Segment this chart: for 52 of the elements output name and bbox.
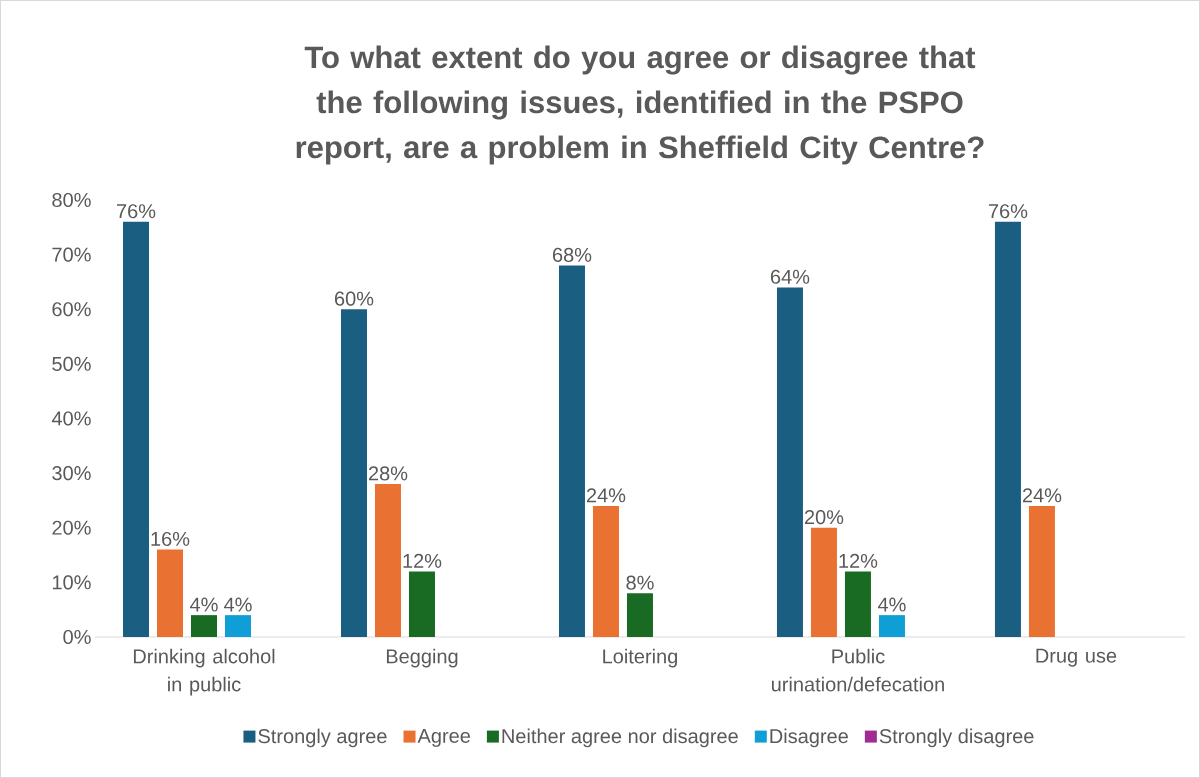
y-tick-label: 30% — [52, 466, 91, 481]
x-tick-label: Loitering — [603, 648, 678, 668]
bar — [191, 615, 217, 637]
bar — [1028, 505, 1055, 637]
data-label: 24% — [586, 488, 626, 503]
data-label: 20% — [804, 510, 844, 525]
data-label: 8% — [626, 575, 654, 590]
y-tick-label: 70% — [52, 247, 91, 262]
y-tick-label: 80% — [52, 192, 91, 208]
y-tick-label: 40% — [51, 411, 91, 426]
data-label: 4% — [224, 597, 252, 612]
data-label: 24% — [1022, 488, 1062, 503]
bar — [157, 549, 183, 637]
bar — [626, 593, 653, 637]
bar — [844, 571, 871, 637]
data-label: 28% — [368, 466, 408, 481]
y-tick-label: 50% — [52, 356, 91, 371]
bar — [994, 221, 1021, 637]
bar — [558, 265, 585, 637]
y-tick-label: 20% — [52, 520, 91, 535]
data-label: 16% — [151, 531, 190, 547]
bar — [374, 484, 401, 637]
legend-label: Strongly agree — [258, 728, 387, 748]
bar — [408, 571, 435, 637]
bar — [592, 505, 619, 637]
bar — [340, 309, 367, 637]
data-label: 4% — [877, 597, 906, 612]
data-label: 68% — [552, 247, 592, 262]
chart-title: To what extent do you agree or disagree that the following issues, identified in the PSPO report, are a problem in Sheffield City Centre? — [296, 45, 984, 165]
x-tick-label: Drinking alcohol in public — [133, 648, 275, 696]
legend-label: Neither agree nor disagree — [502, 728, 738, 748]
data-label: 4% — [190, 597, 218, 612]
data-label: 76% — [988, 204, 1028, 219]
bar — [776, 287, 803, 637]
x-tick-label: Drug use — [1036, 648, 1117, 667]
y-tick-label: 10% — [52, 575, 91, 590]
legend-label: Strongly disagree — [879, 728, 1034, 748]
data-label: 64% — [770, 269, 810, 284]
bar — [123, 221, 149, 637]
bar — [878, 615, 905, 637]
y-tick-label: 60% — [52, 302, 91, 317]
data-label: 12% — [403, 553, 442, 568]
x-tick-label: Begging — [386, 648, 458, 668]
bar — [225, 615, 251, 637]
x-tick-label: Public urination/defecation — [771, 648, 944, 692]
bar — [810, 527, 837, 637]
data-label: 12% — [839, 553, 878, 568]
legend-label: Agree — [417, 728, 470, 747]
data-label: 60% — [334, 291, 374, 306]
data-label: 76% — [117, 204, 156, 219]
y-tick-label: 0% — [63, 629, 91, 645]
legend-label: Disagree — [770, 728, 848, 748]
